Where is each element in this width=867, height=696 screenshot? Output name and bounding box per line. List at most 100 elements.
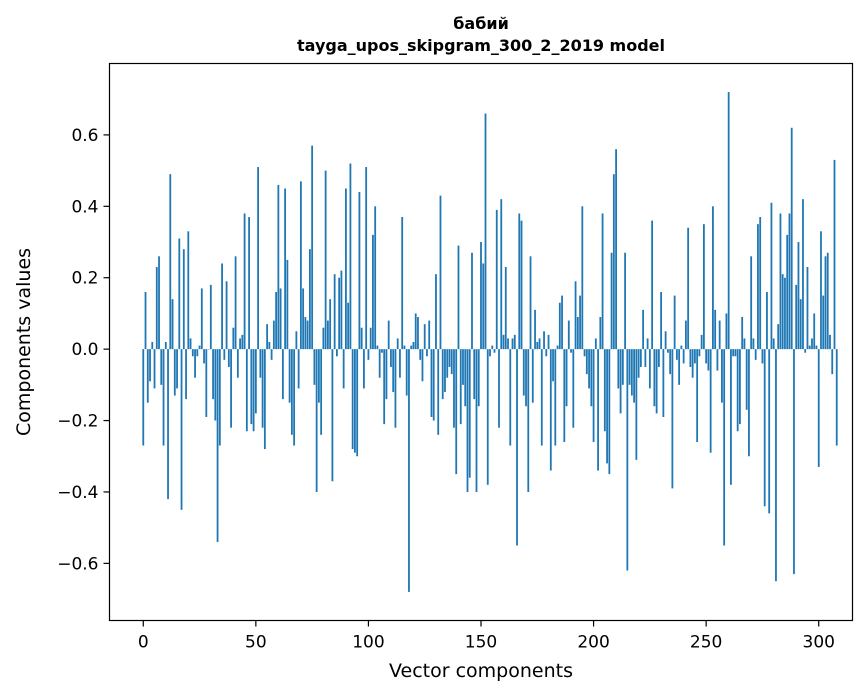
bar [293,349,296,446]
bar [619,349,622,414]
bar [387,320,390,350]
bar [660,292,663,350]
bar [540,349,543,446]
bar [385,349,388,400]
y-tick-label: 0.2 [71,269,98,289]
bar [799,299,802,350]
bar [741,317,744,350]
bar [750,256,753,350]
bar [666,349,669,353]
bar [779,213,782,350]
bar [826,252,829,350]
bar [475,349,478,492]
bar [547,334,550,350]
bar [164,342,167,350]
y-tick-label: 0.0 [71,340,98,360]
bar [757,224,759,350]
y-tick-label: −0.2 [57,412,98,432]
bar [376,345,379,350]
bar [369,327,372,350]
bar [781,274,784,350]
bar [347,302,350,350]
bar [698,349,701,357]
bar [734,349,737,357]
bar [752,338,755,350]
bar [599,317,602,350]
bar [480,242,482,350]
bar [793,349,795,575]
bar [151,342,154,350]
bar [381,349,383,353]
bar [687,227,690,350]
bar [473,349,476,400]
bar [421,349,424,382]
bar [545,349,548,357]
bar [432,349,435,421]
bar [457,245,460,350]
bar [216,349,219,542]
bar [802,199,804,350]
bar [198,345,201,350]
bar [484,113,487,350]
bar [176,349,178,389]
bar [144,292,147,350]
bar [214,349,217,421]
x-tick-label: 250 [690,633,722,653]
bar [268,342,271,350]
bar [322,327,325,350]
bar [662,349,665,417]
bar [739,349,741,425]
bar [811,338,813,350]
bar [588,349,590,389]
bar [795,284,798,350]
bar [518,213,521,350]
x-tick-label: 150 [465,633,497,653]
bar [365,167,368,350]
bar [543,331,545,350]
bar [169,174,172,350]
bar [223,349,226,360]
bar [502,334,505,350]
bar [266,324,269,350]
bar [333,274,336,350]
bar [696,349,699,442]
bar [272,320,275,350]
bar [534,309,536,350]
bar [191,349,194,357]
bar [464,349,467,407]
bar [270,349,273,360]
bar [574,281,577,350]
bar [187,231,190,350]
bar [522,349,525,396]
bar [642,309,645,350]
bar [327,320,329,350]
y-tick-label: −0.6 [57,554,98,574]
x-axis-label: Vector components [389,660,573,682]
bar [516,349,518,546]
bar [367,349,370,360]
bar [495,209,498,350]
bar [419,349,422,360]
bar [644,349,647,367]
bar [444,349,446,392]
bar [759,217,762,350]
bar [331,349,334,482]
bar [297,349,300,389]
bar [277,184,280,350]
bar [761,349,764,364]
bar [703,224,705,350]
bar [621,349,624,385]
bar [392,349,395,392]
bar [608,349,611,475]
bar [257,167,259,350]
bar [167,349,169,500]
bar [628,349,631,385]
bar [180,349,183,510]
bar [606,349,608,464]
bar [561,295,563,350]
bar [772,338,775,350]
x-tick-label: 300 [803,633,835,653]
bar [835,349,838,446]
bar [329,299,332,350]
bar [313,349,316,385]
